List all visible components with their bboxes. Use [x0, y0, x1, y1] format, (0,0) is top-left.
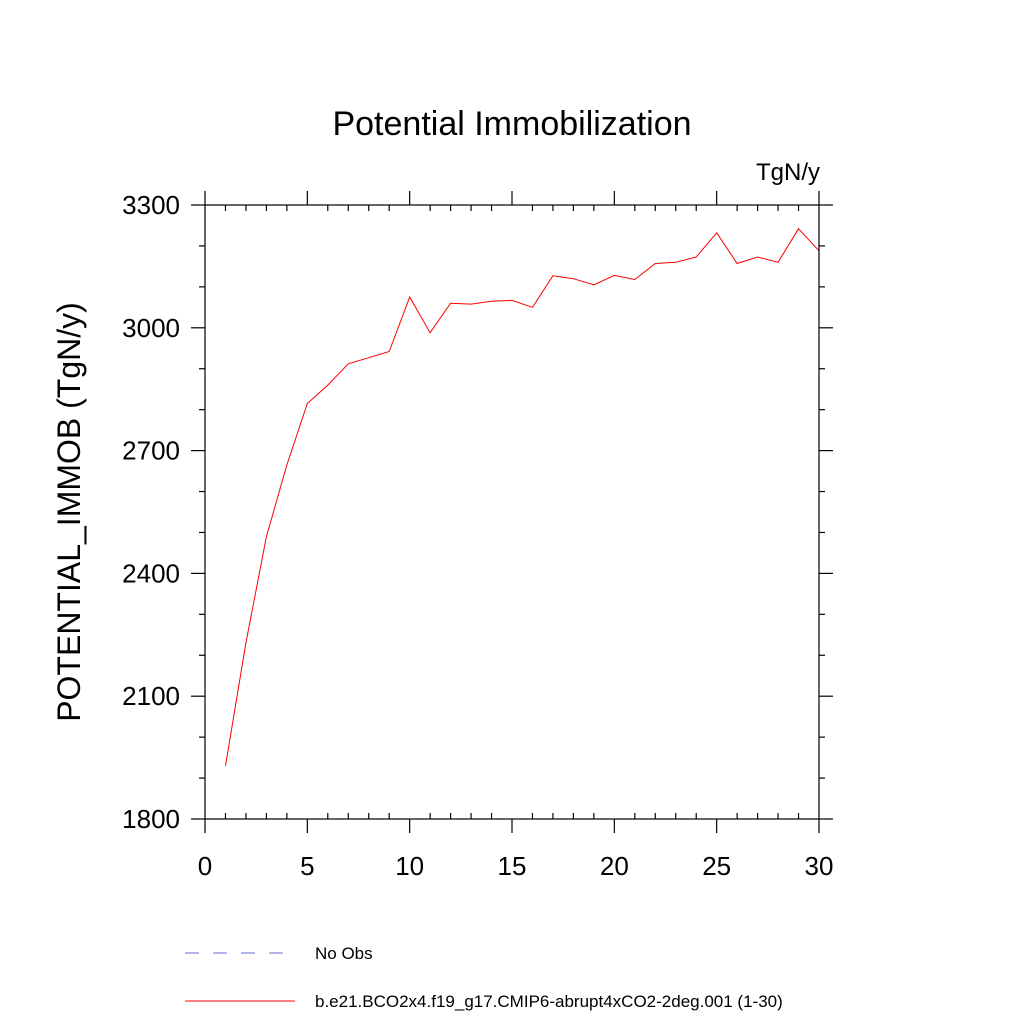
- x-tick-label: 5: [300, 851, 314, 881]
- chart-title: Potential Immobilization: [332, 105, 691, 143]
- y-tick-label: 2100: [122, 681, 180, 711]
- y-tick-label: 1800: [122, 804, 180, 834]
- chart: Potential Immobilization TgN/y POTENTIAL…: [0, 0, 1024, 1024]
- plot-series: [226, 229, 820, 766]
- legend-label-model-run: b.e21.BCO2x4.f19_g17.CMIP6-abrupt4xCO2-2…: [315, 992, 783, 1011]
- legend: No Obs b.e21.BCO2x4.f19_g17.CMIP6-abrupt…: [185, 944, 783, 1011]
- x-tick-label: 30: [805, 851, 834, 881]
- y-axis-label: POTENTIAL_IMMOB (TgN/y): [51, 302, 87, 722]
- y-tick-label: 3000: [122, 313, 180, 343]
- axis-ticks: 0 5 10 15 20 25 30 1800 2100 2400 2700 3000 3300: [122, 190, 833, 881]
- legend-label-no-obs: No Obs: [315, 944, 373, 963]
- y-tick-label: 2400: [122, 558, 180, 588]
- y-tick-label: 3300: [122, 190, 180, 220]
- units-label: TgN/y: [756, 159, 820, 186]
- x-tick-label: 15: [498, 851, 527, 881]
- plot-frame: [205, 205, 819, 819]
- x-tick-label: 20: [600, 851, 629, 881]
- x-tick-label: 0: [198, 851, 212, 881]
- y-tick-label: 2700: [122, 436, 180, 466]
- series-line-1: [226, 229, 820, 766]
- x-tick-label: 10: [395, 851, 424, 881]
- x-tick-label: 25: [702, 851, 731, 881]
